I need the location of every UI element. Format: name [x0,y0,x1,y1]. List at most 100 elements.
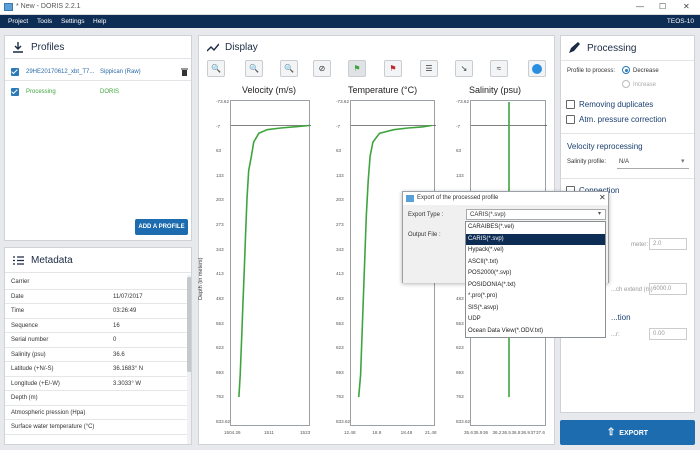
decrease-label[interactable]: Decrease [633,68,659,74]
x-tick-label: 1511 [264,430,274,435]
metadata-value[interactable]: 11/07/2017 [113,293,143,300]
x-tick-label: 36.5 [502,430,511,435]
y-tick-label: 413 [336,271,344,277]
hide-icon[interactable]: ⊘ [313,60,331,77]
x-tick-label: 35.9 [473,430,483,435]
y-tick-label: 693 [216,369,224,375]
x-tick-label: 37 [530,430,536,435]
y-tick-label: 203 [336,197,344,203]
profile-processing-checkbox[interactable] [11,88,19,96]
salinity-profile-select[interactable]: N/A [619,159,630,165]
metadata-title: Metadata [31,255,73,266]
x-tick-label: 36.2 [492,430,502,435]
salinity-chart-title: Salinity (psu) [469,85,522,95]
metadata-value[interactable]: 03:26:49 [113,308,137,314]
atm-correction-checkbox[interactable] [566,115,575,124]
meter-input[interactable]: 2.0 [649,238,687,250]
increase-label[interactable]: Increase [633,82,657,88]
y-tick-label: 273 [216,222,224,228]
window-title: * New - DORIS 2.2.1 [16,3,81,10]
menu-project[interactable]: Project [8,18,29,25]
globe-icon[interactable] [528,60,546,77]
export-option[interactable]: SIS(*.asvp) [468,304,499,311]
metadata-row: Sequence 16 [5,319,187,333]
x-tick-label: 18.9 [372,430,382,435]
menu-tools[interactable]: Tools [37,18,53,25]
y-tick-label: 763 [456,394,464,400]
menu-help[interactable]: Help [93,18,107,25]
velocity-plot [231,124,311,398]
export-button[interactable]: ⇧ EXPORT [560,420,695,445]
metadata-value[interactable]: 0 [113,337,117,343]
metadata-key: Salinity (psu) [11,351,46,358]
metadata-value[interactable]: 36.6 [113,351,125,358]
profiles-title: Profiles [31,42,65,53]
y-tick-label: -7 [336,123,341,129]
decrease-radio[interactable] [622,66,630,74]
trash-icon[interactable] [181,68,188,76]
export-option[interactable]: UDP [468,316,481,322]
add-profile-button[interactable]: ADD A PROFILE [135,219,188,235]
removing-duplicates-checkbox[interactable] [566,100,575,109]
list-view-icon[interactable]: ☰ [420,60,438,77]
metadata-row: Latitude (+N/-S) 36.1683° N [5,362,187,377]
export-type-select[interactable]: CARIS(*.svp) [466,209,606,220]
temperature-plot [351,124,436,398]
removing-duplicates-label[interactable]: Removing duplicates [579,100,654,109]
export-option[interactable]: POS2000(*.svp) [468,270,512,276]
zoom-in-icon[interactable]: 🔍 [207,60,225,77]
export-option[interactable]: CARAIBES(*.vel) [468,224,515,230]
profile-curve [357,124,432,398]
dialog-close-icon[interactable]: ✕ [599,193,606,202]
last-param-input[interactable]: 0.00 [649,328,687,340]
green-flag-icon[interactable]: ⚑ [348,60,366,77]
close-window-button[interactable]: ✕ [683,2,690,11]
red-flag-icon[interactable]: ⚑ [384,60,402,77]
export-option[interactable]: Ocean Data View(*.ODV.txt) [468,327,544,334]
metadata-row: Carrier [5,275,187,290]
connection-label: Connection [579,186,619,195]
select-chevron-icon[interactable]: ▾ [598,211,602,217]
chevron-down-icon[interactable]: ▾ [681,158,685,165]
metadata-key: Date [11,293,24,300]
x-tick-label: 1523 [300,430,311,435]
menu-settings[interactable]: Settings [61,18,85,25]
export-option[interactable]: Hypack(*.vel) [468,247,504,253]
metadata-value[interactable]: 3.3033° W [113,380,142,387]
profile-processing-name[interactable]: Processing [26,89,56,95]
metadata-scrollbar[interactable] [187,275,191,444]
wave-icon[interactable]: ≈ [490,60,508,77]
y-tick-label: 343 [336,246,344,252]
profile-raw-checkbox[interactable] [11,68,19,76]
processing-title: Processing [587,43,637,54]
metadata-key: Depth (m) [11,395,38,401]
export-option[interactable]: CARIS(*.svp) [466,233,605,245]
zoom-plus-icon[interactable]: 🔍 [245,60,263,77]
maximize-button[interactable]: ☐ [659,2,667,11]
export-option[interactable]: POSIDONIA(*.txt) [468,281,516,288]
metadata-value[interactable]: 16 [113,322,120,329]
y-tick-label: 553 [216,320,224,326]
export-label: EXPORT [619,430,649,437]
atm-correction-label[interactable]: Atm. pressure correction [579,115,667,124]
zoom-minus-icon[interactable]: 🔍 [280,60,298,77]
salinity-profile-label: Salinity profile: [567,159,607,165]
profile-to-process-label: Profile to process: [567,68,616,74]
increase-radio[interactable] [622,80,630,88]
minimize-button[interactable]: — [636,2,644,11]
profile-raw-source: Sippican (Raw) [100,69,141,75]
y-tick-label: 63 [336,148,342,154]
extend-input[interactable]: 6000.0 [649,283,687,295]
y-tick-label: 623 [336,345,344,351]
profile-raw-name[interactable]: 29HE20170612_xbt_T7... [26,69,95,75]
trend-icon[interactable]: ↘ [455,60,473,77]
export-option[interactable]: *.pro(*.pro) [468,293,498,299]
y-tick-label: -7 [456,123,461,129]
metadata-scroll-thumb[interactable] [187,277,191,372]
metadata-value[interactable]: 36.1683° N [113,366,144,372]
y-tick-label: 483 [216,295,224,301]
last-section-label: ...tion [611,313,631,322]
pencil-icon [569,42,580,53]
export-option[interactable]: ASCII(*.txt) [468,258,499,265]
y-tick-label: 343 [216,246,224,252]
